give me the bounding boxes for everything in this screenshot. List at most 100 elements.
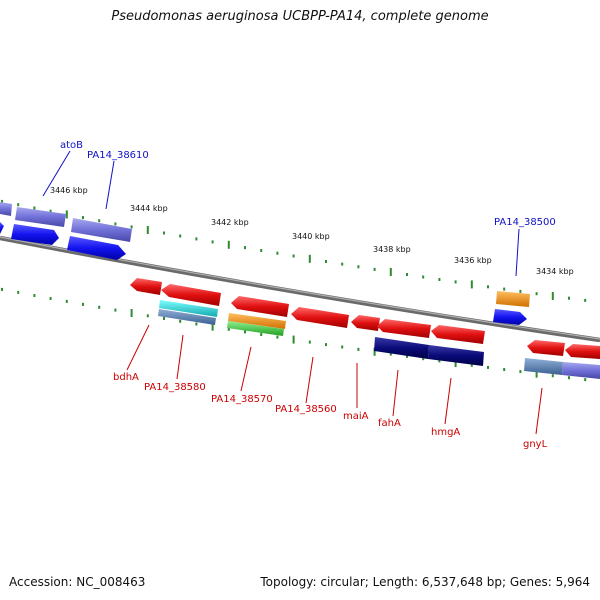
minor-tick	[114, 308, 117, 312]
minor-tick	[584, 378, 587, 382]
gene-feature[interactable]	[527, 340, 565, 356]
major-tick	[373, 347, 376, 356]
gene-feature[interactable]	[228, 313, 286, 329]
minor-tick	[49, 297, 52, 300]
minor-tick	[33, 294, 36, 297]
gene-label[interactable]: PA14_38610	[87, 150, 149, 161]
minor-tick	[487, 365, 489, 369]
reverse-gene-labels: bdhA PA14_38580 PA14_38570 PA14_38560 ma…	[113, 372, 548, 450]
minor-tick	[49, 209, 52, 213]
minor-tick	[519, 289, 522, 293]
minor-tick	[260, 333, 263, 336]
gene-feature[interactable]	[130, 278, 162, 295]
genome-backbone	[0, 235, 600, 343]
minor-tick	[406, 273, 408, 276]
minor-tick	[98, 305, 101, 309]
major-tick	[65, 210, 68, 219]
gene-feature[interactable]	[158, 309, 216, 325]
gene-label[interactable]: atoB	[60, 140, 83, 151]
minor-tick	[341, 262, 344, 266]
gene-feature[interactable]	[524, 358, 563, 375]
leader-line	[176, 334, 184, 380]
minor-tick	[470, 363, 473, 367]
gene-feature[interactable]	[0, 202, 12, 216]
minor-tick	[584, 298, 587, 302]
minor-tick	[1, 199, 3, 203]
minor-tick	[244, 330, 246, 334]
minor-tick	[179, 319, 182, 323]
tick-label: 3438 kbp	[373, 245, 411, 254]
minor-tick	[33, 206, 36, 210]
major-tick	[227, 240, 230, 249]
minor-tick	[341, 345, 344, 349]
genome-summary-text: Topology: circular; Length: 6,537,648 bp…	[260, 575, 590, 589]
gene-feature[interactable]	[161, 284, 221, 306]
gene-label[interactable]: PA14_38570	[211, 394, 273, 405]
gene-feature[interactable]	[291, 307, 349, 328]
minor-tick	[179, 234, 182, 238]
major-tick	[389, 268, 392, 276]
gene-feature[interactable]	[562, 362, 600, 379]
major-tick	[308, 254, 311, 263]
tick-label: 3434 kbp	[536, 267, 574, 276]
tick-label: 3436 kbp	[454, 256, 492, 265]
gene-label[interactable]: hmgA	[431, 427, 460, 438]
leader-line	[42, 150, 71, 197]
minor-tick	[227, 327, 230, 331]
minor-tick	[114, 222, 117, 226]
major-tick	[130, 309, 133, 317]
gene-label[interactable]: maiA	[343, 411, 369, 422]
gene-feature[interactable]	[431, 325, 485, 344]
minor-tick	[17, 203, 20, 207]
major-tick	[535, 369, 538, 378]
minor-tick	[292, 254, 295, 258]
leader-line	[392, 369, 399, 417]
minor-tick	[211, 240, 214, 244]
gene-feature[interactable]	[231, 296, 289, 317]
major-tick	[211, 322, 214, 331]
gene-feature[interactable]	[351, 315, 380, 331]
minor-tick	[308, 340, 311, 344]
gene-feature[interactable]	[159, 300, 218, 317]
minor-tick	[438, 278, 441, 281]
gene-label[interactable]: gnyL	[523, 439, 548, 450]
minor-tick	[195, 322, 198, 326]
gene-feature[interactable]	[71, 218, 132, 242]
minor-tick	[98, 219, 101, 223]
gene-feature[interactable]	[67, 236, 126, 260]
major-tick	[470, 280, 473, 289]
gene-feature[interactable]	[0, 222, 4, 234]
gene-feature[interactable]	[374, 337, 429, 359]
gene-feature[interactable]	[377, 319, 431, 338]
accession-text: Accession: NC_008463	[9, 575, 146, 589]
minor-tick	[568, 376, 570, 380]
minor-tick	[373, 267, 376, 271]
tick-ruler-lower	[1, 287, 587, 382]
gene-label[interactable]: bdhA	[113, 372, 139, 383]
minor-tick	[146, 314, 149, 318]
minor-tick	[82, 302, 84, 306]
gene-label[interactable]: PA14_38560	[275, 404, 337, 415]
gene-label[interactable]: PA14_38500	[494, 217, 556, 228]
gene-feature[interactable]	[227, 321, 284, 336]
gene-feature[interactable]	[15, 207, 66, 227]
minor-tick	[260, 249, 263, 252]
map-title: Pseudomonas aeruginosa UCBPP-PA14, compl…	[111, 9, 489, 24]
minor-tick	[357, 347, 360, 351]
gene-label[interactable]: fahA	[378, 418, 401, 429]
tick-label: 3442 kbp	[211, 218, 249, 227]
minor-tick	[503, 368, 506, 371]
minor-tick	[244, 246, 246, 250]
gene-feature[interactable]	[496, 291, 530, 307]
gene-feature[interactable]	[11, 224, 59, 245]
minor-tick	[163, 231, 165, 235]
minor-tick	[487, 285, 489, 289]
gene-feature[interactable]	[565, 344, 600, 359]
gene-label[interactable]: PA14_38580	[144, 382, 206, 393]
gene-feature[interactable]	[428, 345, 484, 366]
leader-line	[126, 324, 150, 371]
forward-gene-labels: atoB PA14_38610 PA14_38500	[60, 140, 556, 228]
gene-feature[interactable]	[493, 309, 527, 325]
major-tick	[292, 335, 295, 344]
leader-line	[515, 228, 520, 277]
